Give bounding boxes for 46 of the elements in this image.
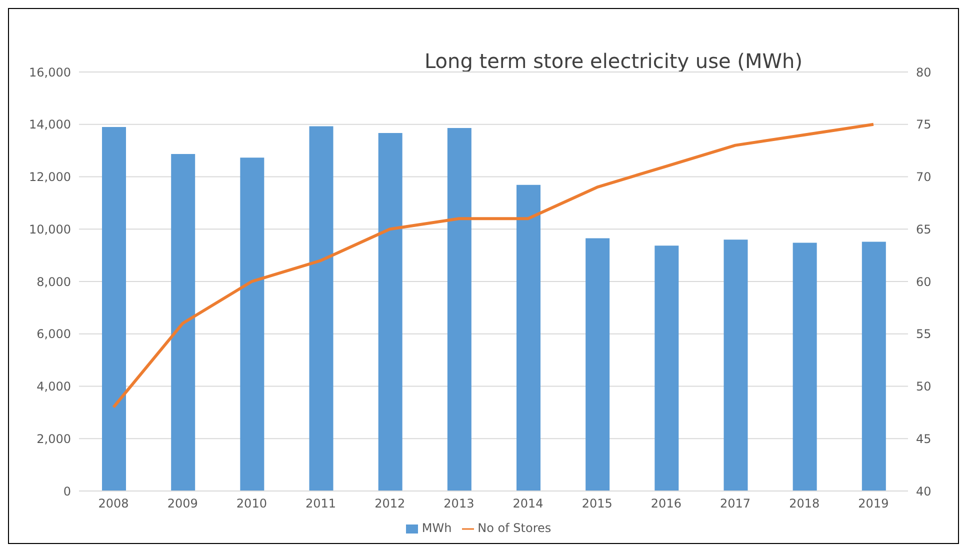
x-tick-label: 2011 <box>306 496 336 511</box>
y-tick-label: 10,000 <box>29 222 71 236</box>
x-tick-label: 2014 <box>512 496 544 511</box>
bar <box>654 246 679 491</box>
y2-tick-label: 55 <box>916 327 932 342</box>
x-tick-label: 2008 <box>98 496 129 511</box>
bar <box>862 242 886 491</box>
y2-tick-label: 75 <box>916 118 932 132</box>
y2-tick-label: 80 <box>916 65 932 80</box>
legend-label: No of Stores <box>478 521 552 535</box>
x-tick-label: 2012 <box>374 496 406 511</box>
y-tick-label: 16,000 <box>29 65 71 80</box>
y-tick-label: 8,000 <box>36 274 71 289</box>
y-tick-label: 4,000 <box>36 380 71 394</box>
y2-tick-label: 45 <box>916 432 932 446</box>
x-tick-label: 2013 <box>444 496 474 511</box>
y2-tick-label: 40 <box>916 484 932 498</box>
x-tick-label: 2009 <box>167 496 198 511</box>
bar <box>240 158 264 491</box>
y2-tick-label: 60 <box>916 274 932 289</box>
bar <box>447 128 472 491</box>
bar <box>171 154 196 491</box>
y-tick-label: 0 <box>63 484 71 498</box>
x-tick-label: 2019 <box>858 496 889 511</box>
x-tick-label: 2017 <box>720 496 751 511</box>
x-tick-label: 2018 <box>789 496 820 511</box>
y-tick-label: 12,000 <box>29 170 71 184</box>
y2-tick-label: 65 <box>916 222 932 236</box>
x-tick-label: 2016 <box>650 496 682 511</box>
y-tick-label: 6,000 <box>36 327 71 342</box>
y2-tick-label: 70 <box>916 170 932 184</box>
bar <box>309 126 334 491</box>
x-tick-label: 2015 <box>582 496 612 511</box>
bar <box>378 133 402 491</box>
legend-label: MWh <box>422 521 452 535</box>
x-tick-label: 2010 <box>236 496 267 511</box>
chart-title: Long term store electricity use (MWh) <box>424 49 802 73</box>
bar <box>724 240 748 491</box>
bar <box>102 126 126 491</box>
y2-tick-label: 50 <box>916 380 932 394</box>
y-tick-label: 14,000 <box>29 118 71 132</box>
line-series <box>112 122 875 409</box>
bar <box>792 242 817 491</box>
y-tick-label: 2,000 <box>36 432 71 446</box>
bar <box>516 184 540 491</box>
bar <box>586 238 610 491</box>
